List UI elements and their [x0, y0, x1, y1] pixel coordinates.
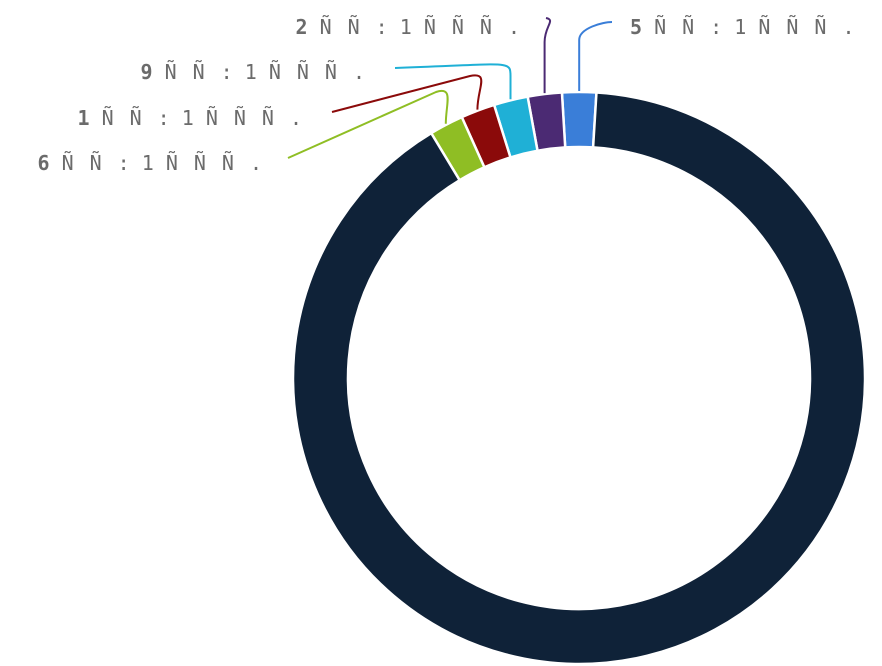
donut-slice[interactable] — [460, 103, 512, 169]
slice-label-number: 2 — [296, 15, 308, 39]
slice-label-number: 9 — [141, 60, 153, 84]
leader-line — [287, 89, 449, 159]
slice-label-text: ÑÑ: 1 ÑÑÑ. — [153, 60, 365, 84]
leader-lines — [287, 17, 613, 159]
slice-labels: 5 ÑÑ: 1 ÑÑÑ.2 ÑÑ: 1 ÑÑÑ.9 ÑÑ… — [38, 15, 855, 175]
slice-label: 6 ÑÑ: 1 ÑÑÑ. — [38, 151, 263, 175]
slice-label-text: ÑÑ: 1 ÑÑÑ. — [642, 15, 854, 39]
donut-slices — [291, 90, 867, 666]
slice-label-number: 1 — [78, 106, 90, 130]
donut-slice[interactable] — [429, 115, 486, 182]
slice-label-text: ÑÑ: 1 ÑÑÑ. — [308, 15, 520, 39]
donut-slice[interactable] — [526, 91, 567, 153]
slice-label-text: ÑÑ: 1 ÑÑÑ. — [50, 151, 262, 175]
donut-slice[interactable] — [560, 90, 598, 149]
donut-slice[interactable] — [492, 95, 539, 159]
slice-label: 1 ÑÑ: 1 ÑÑÑ. — [78, 106, 303, 130]
slice-label-text: ÑÑ: 1 ÑÑÑ. — [90, 106, 302, 130]
leader-line — [578, 21, 613, 92]
slice-label-number: 5 — [630, 15, 642, 39]
leader-line — [543, 17, 551, 94]
leader-line — [331, 74, 483, 113]
leader-line — [394, 63, 512, 100]
slice-label-number: 6 — [38, 151, 50, 175]
slice-label: 2 ÑÑ: 1 ÑÑÑ. — [296, 15, 521, 39]
donut-slice[interactable] — [291, 91, 867, 666]
slice-label: 9 ÑÑ: 1 ÑÑÑ. — [141, 60, 366, 84]
slice-label: 5 ÑÑ: 1 ÑÑÑ. — [630, 15, 855, 39]
